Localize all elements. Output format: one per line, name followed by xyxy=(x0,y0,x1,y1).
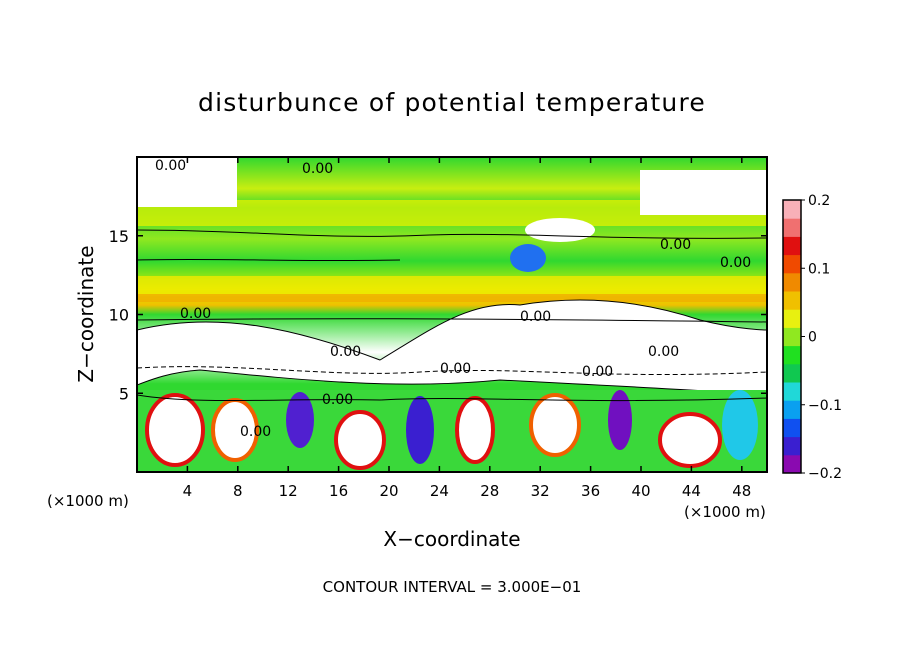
upper-mid-patch xyxy=(525,218,595,242)
x-tick-label: 28 xyxy=(480,482,499,500)
colorbar-swatch xyxy=(783,382,801,401)
lower-purple-2 xyxy=(406,396,434,464)
colorbar-swatch xyxy=(783,272,801,292)
lower-white-6 xyxy=(658,412,722,468)
colorbar-swatch xyxy=(783,436,801,456)
x-tick-label: 36 xyxy=(581,482,600,500)
x-tick-label: 20 xyxy=(379,482,398,500)
colorbar-tick-label: 0.1 xyxy=(808,261,830,277)
contour-label: 0.00 xyxy=(155,158,186,174)
colorbar-swatch xyxy=(783,218,801,237)
colorbar-tick-label: 0 xyxy=(808,330,817,346)
contour-label: 0.00 xyxy=(440,361,471,377)
x-axis: 4 8 12 16 20 24 28 32 36 40 44 48 xyxy=(183,157,751,500)
contour-label: 0.00 xyxy=(520,309,551,325)
lower-purple-1 xyxy=(286,392,314,448)
contour-labels: 0.00 0.00 0.00 0.00 0.00 0.00 0.00 0.00 … xyxy=(155,158,751,440)
chart-title: disturbunce of potential temperature xyxy=(198,88,706,117)
x-tick-label: 16 xyxy=(329,482,348,500)
y-tick-label: 10 xyxy=(109,306,129,325)
colorbar-tick-label: −0.2 xyxy=(808,466,842,482)
colorbar-swatch xyxy=(783,200,801,219)
y-axis: 5 10 15 xyxy=(109,227,767,403)
x-tick-label: 8 xyxy=(233,482,243,500)
colorbar-swatch xyxy=(783,236,801,256)
lower-purple-3 xyxy=(608,390,632,450)
contour-label: 0.00 xyxy=(302,161,333,177)
x-tick-label: 24 xyxy=(430,482,449,500)
contour-label: 0.00 xyxy=(330,344,361,360)
upper-blue-patch xyxy=(510,244,546,272)
y-tick-label: 5 xyxy=(119,384,129,403)
orange-band xyxy=(137,294,767,302)
contour-line-1 xyxy=(137,229,767,239)
contour-line-3 xyxy=(137,318,767,323)
x-tick-label: 4 xyxy=(183,482,193,500)
lower-white-3 xyxy=(334,410,386,470)
colorbar-tick-label: −0.1 xyxy=(808,398,842,414)
colorbar-tick-label: 0.2 xyxy=(808,193,830,209)
contour-label: 0.00 xyxy=(240,424,271,440)
colorbar-swatch xyxy=(783,309,801,328)
x-unit-label-left: (×1000 m) xyxy=(47,492,129,510)
plot-area xyxy=(137,157,767,472)
contour-interval-footer: CONTOUR INTERVAL = 3.000E−01 xyxy=(323,578,582,596)
contour-label: 0.00 xyxy=(720,255,751,271)
x-tick-label: 32 xyxy=(531,482,550,500)
colorbar-swatch xyxy=(783,254,801,274)
contour-line-5 xyxy=(137,394,767,402)
lower-cyan-1 xyxy=(722,390,758,460)
y-axis-title: Z−coordinate xyxy=(74,245,98,382)
x-tick-label: 12 xyxy=(279,482,298,500)
lower-white-4 xyxy=(455,396,495,464)
colorbar-swatch xyxy=(783,418,801,438)
contour-label: 0.00 xyxy=(582,364,613,380)
x-tick-label: 48 xyxy=(732,482,751,500)
colorbar-swatch xyxy=(783,345,801,365)
colorbar-swatch xyxy=(783,363,801,383)
x-axis-title: X−coordinate xyxy=(383,527,520,551)
colorbar-swatch xyxy=(783,400,801,419)
lower-white-1 xyxy=(145,393,205,467)
colorbar-swatch xyxy=(783,291,801,310)
colorbar-swatch xyxy=(783,327,801,347)
colorbar-swatch xyxy=(783,454,801,474)
contour-label: 0.00 xyxy=(660,237,691,253)
x-tick-label: 44 xyxy=(682,482,701,500)
top-right-white-region xyxy=(640,170,767,215)
contour-label: 0.00 xyxy=(180,306,211,322)
contour-line-4 xyxy=(137,366,767,376)
colorbar xyxy=(783,200,801,474)
colorbar-ticks: 0.2 0.1 0 −0.1 −0.2 xyxy=(801,193,842,482)
x-tick-label: 40 xyxy=(631,482,650,500)
turbulent-layer xyxy=(137,299,767,396)
y-tick-label: 15 xyxy=(109,227,129,246)
lower-white-5 xyxy=(529,393,581,457)
contour-label: 0.00 xyxy=(648,344,679,360)
contour-label: 0.00 xyxy=(322,392,353,408)
x-unit-label-right: (×1000 m) xyxy=(684,503,766,521)
top-white-region xyxy=(137,157,237,207)
contour-line-2 xyxy=(137,258,401,262)
mid-yellow-band xyxy=(137,276,767,296)
